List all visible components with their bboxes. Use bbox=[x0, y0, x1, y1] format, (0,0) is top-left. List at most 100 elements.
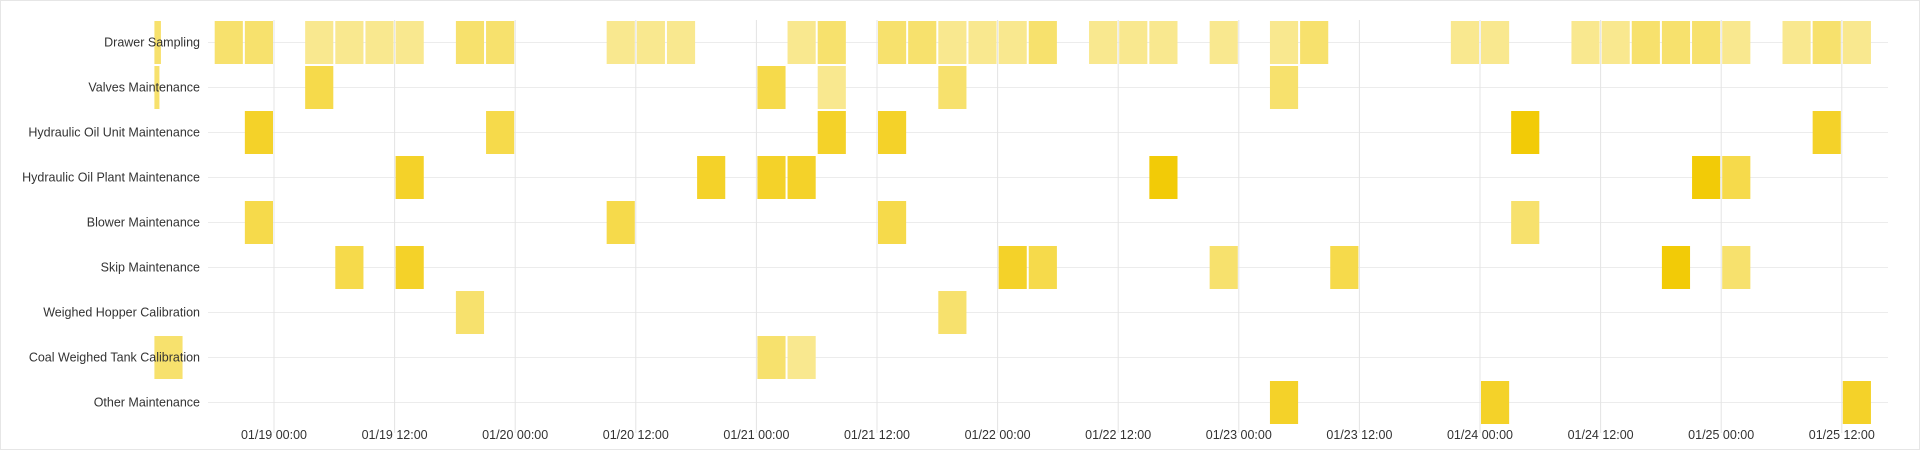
row-label: Hydraulic Oil Unit Maintenance bbox=[28, 126, 200, 140]
heatmap-cell bbox=[365, 21, 394, 64]
x-tick-label: 01/23 00:00 bbox=[1206, 428, 1272, 442]
heatmap-cell bbox=[1149, 156, 1178, 199]
heatmap-cell bbox=[395, 21, 424, 64]
heatmap-cell bbox=[787, 21, 816, 64]
heatmap-cell bbox=[1269, 66, 1299, 109]
row-label: Skip Maintenance bbox=[101, 261, 200, 275]
grid-layer bbox=[208, 20, 1888, 433]
heatmap-cell bbox=[1269, 21, 1299, 64]
heatmap-cell bbox=[998, 246, 1027, 289]
heatmap-cell bbox=[938, 21, 967, 64]
heatmap-cell bbox=[214, 21, 243, 64]
heatmap-cell bbox=[1481, 381, 1510, 424]
heatmap-cell bbox=[1028, 246, 1057, 289]
heatmap-cell bbox=[697, 156, 726, 199]
heatmap-cell bbox=[1209, 246, 1238, 289]
heatmap-cell bbox=[878, 21, 907, 64]
heatmap-cell bbox=[244, 111, 273, 154]
heatmap-cell bbox=[395, 246, 424, 289]
x-tick-label: 01/21 00:00 bbox=[723, 428, 789, 442]
heatmap-cell bbox=[1571, 21, 1600, 64]
x-tick-label: 01/22 12:00 bbox=[1085, 428, 1151, 442]
heatmap-cell bbox=[1661, 246, 1691, 289]
heatmap-cell bbox=[606, 201, 635, 244]
heatmap-cell bbox=[787, 336, 816, 379]
row-label: Hydraulic Oil Plant Maintenance bbox=[22, 171, 200, 185]
heatmap-cell bbox=[757, 66, 786, 109]
x-tick-label: 01/21 12:00 bbox=[844, 428, 910, 442]
heatmap-cell bbox=[878, 201, 907, 244]
x-tick-label: 01/25 00:00 bbox=[1688, 428, 1754, 442]
heatmap-cell bbox=[1842, 381, 1871, 424]
heatmap-cell bbox=[1450, 21, 1479, 64]
heatmap-cell bbox=[154, 21, 161, 64]
heatmap-cell bbox=[817, 111, 846, 154]
heatmap-cell bbox=[455, 291, 485, 334]
heatmap-cell bbox=[1722, 156, 1751, 199]
x-tick-label: 01/25 12:00 bbox=[1809, 428, 1875, 442]
heatmap-cell bbox=[938, 66, 967, 109]
heatmap-cell bbox=[787, 156, 816, 199]
cell-layer bbox=[154, 21, 1871, 424]
heatmap-cell bbox=[1269, 381, 1299, 424]
heatmap-cell bbox=[1300, 21, 1329, 64]
x-tick-label: 01/23 12:00 bbox=[1326, 428, 1392, 442]
heatmap-cell bbox=[395, 156, 424, 199]
heatmap-cell bbox=[938, 291, 967, 334]
heatmap-cell bbox=[244, 201, 273, 244]
heatmap-cell bbox=[1692, 156, 1721, 199]
heatmap-cell bbox=[1089, 21, 1118, 64]
heatmap-cell bbox=[666, 21, 696, 64]
heatmap-cell bbox=[1511, 111, 1540, 154]
heatmap-cell bbox=[335, 246, 364, 289]
x-tick-label: 01/19 00:00 bbox=[241, 428, 307, 442]
heatmap-cell bbox=[998, 21, 1027, 64]
heatmap-cell bbox=[1722, 21, 1751, 64]
row-label: Other Maintenance bbox=[94, 396, 200, 410]
heatmap-cell bbox=[1812, 111, 1841, 154]
row-label: Valves Maintenance bbox=[88, 81, 200, 95]
heatmap-cell bbox=[154, 336, 183, 379]
heatmap-cell bbox=[1722, 246, 1751, 289]
heatmap-cell bbox=[305, 21, 334, 64]
heatmap-cell bbox=[757, 336, 786, 379]
heatmap-cell bbox=[878, 111, 907, 154]
label-layer: 01/19 00:00 01/19 12:00 01/20 00:00 01/20 1… bbox=[22, 36, 1875, 443]
heatmap-cell bbox=[335, 21, 364, 64]
x-tick-label: 01/19 12:00 bbox=[362, 428, 428, 442]
heatmap-cell bbox=[1209, 21, 1238, 64]
heatmap-cell bbox=[305, 66, 334, 109]
row-label: Coal Weighed Tank Calibration bbox=[29, 351, 200, 365]
heatmap-cell bbox=[1149, 21, 1178, 64]
heatmap-cell bbox=[455, 21, 485, 64]
row-label: Weighed Hopper Calibration bbox=[43, 306, 200, 320]
heatmap-cell bbox=[1601, 21, 1630, 64]
heatmap-cell bbox=[154, 66, 160, 109]
row-label: Drawer Sampling bbox=[104, 36, 200, 50]
row-label: Blower Maintenance bbox=[87, 216, 200, 230]
heatmap-cell bbox=[1330, 246, 1359, 289]
heatmap-cell bbox=[606, 21, 635, 64]
x-tick-label: 01/24 00:00 bbox=[1447, 428, 1513, 442]
heatmap-cell bbox=[1028, 21, 1057, 64]
x-tick-label: 01/20 00:00 bbox=[482, 428, 548, 442]
heatmap-cell bbox=[1481, 21, 1510, 64]
heatmap-cell bbox=[1631, 21, 1660, 64]
heatmap-cell bbox=[908, 21, 937, 64]
heatmap-cell bbox=[1842, 21, 1871, 64]
heatmap-cell bbox=[1119, 21, 1148, 64]
heatmap-cell bbox=[1692, 21, 1721, 64]
x-tick-label: 01/20 12:00 bbox=[603, 428, 669, 442]
heatmap-cell bbox=[486, 21, 515, 64]
heatmap-cell bbox=[757, 156, 786, 199]
heatmap-cell bbox=[968, 21, 997, 64]
heatmap-cell bbox=[817, 21, 846, 64]
heatmap-cell bbox=[1511, 201, 1540, 244]
heatmap-cell bbox=[1812, 21, 1841, 64]
heatmap-cell bbox=[244, 21, 273, 64]
x-tick-label: 01/24 12:00 bbox=[1568, 428, 1634, 442]
heatmap-cell bbox=[1661, 21, 1691, 64]
heatmap-cell bbox=[817, 66, 846, 109]
x-tick-label: 01/22 00:00 bbox=[965, 428, 1031, 442]
